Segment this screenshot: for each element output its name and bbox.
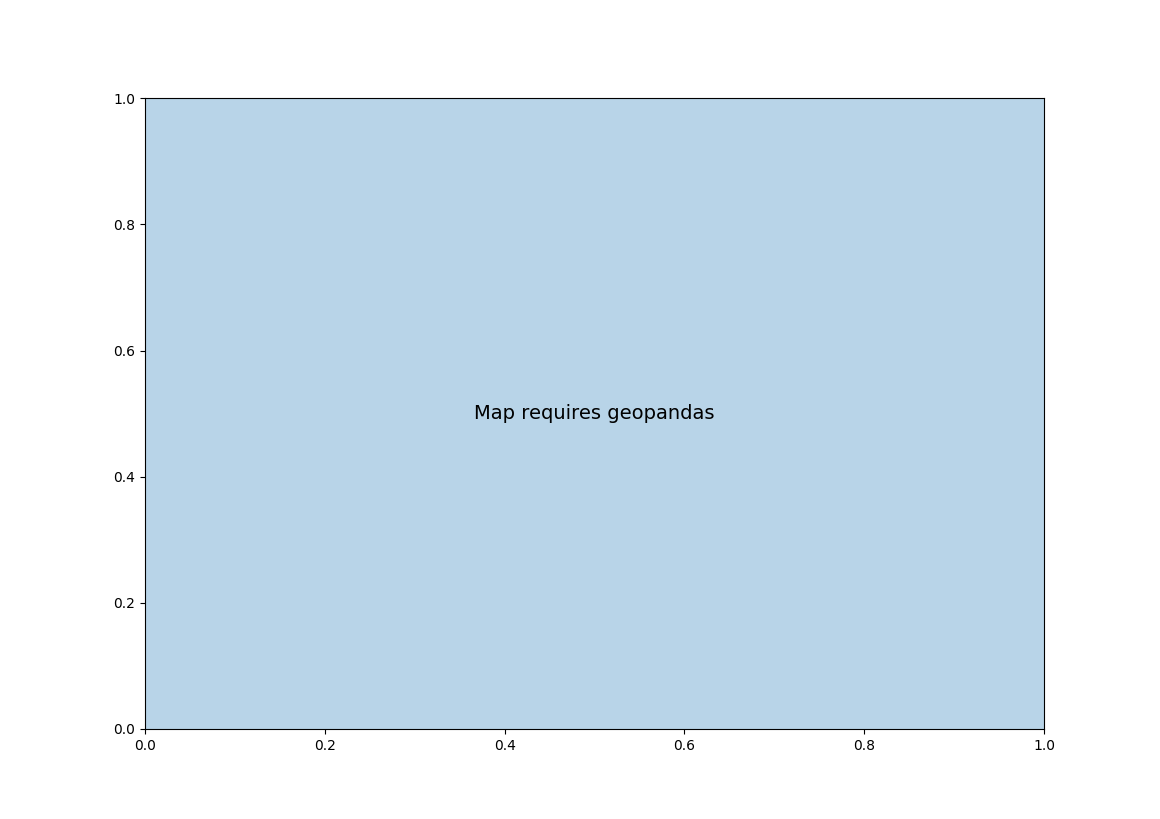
Text: Map requires geopandas: Map requires geopandas <box>474 404 715 423</box>
